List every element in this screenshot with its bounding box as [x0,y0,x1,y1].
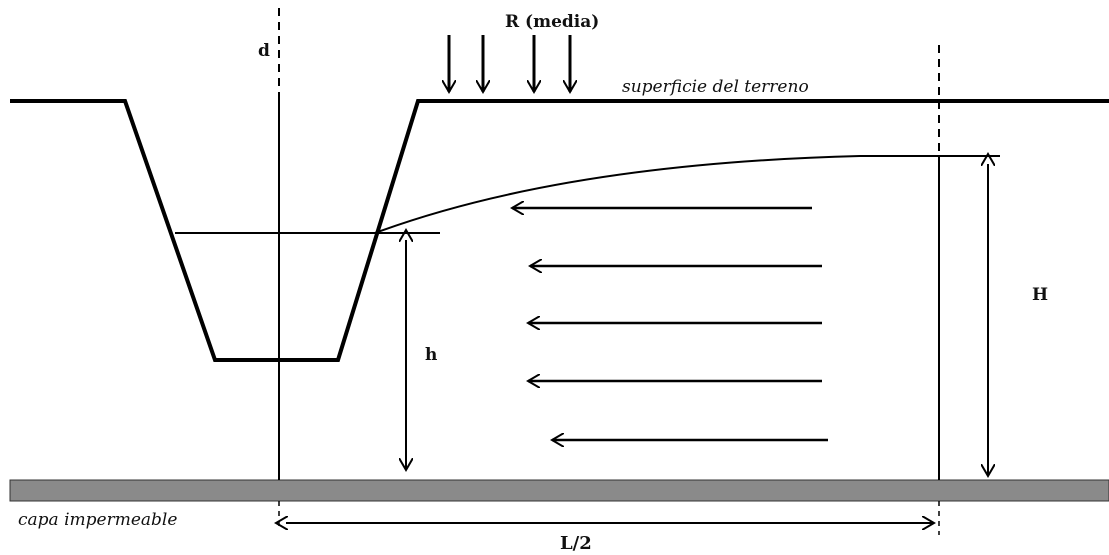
ground-surface-line [10,99,1109,362]
recharge-arrows [449,35,570,92]
surface-label: superficie del terreno [622,77,809,97]
H-label: H [1032,285,1048,305]
impermeable-label: capa impermeable [18,510,177,530]
recharge-label: R (media) [505,12,599,32]
flow-arrows [512,208,828,440]
h-label: h [425,345,437,365]
water-table-curve [374,155,1000,234]
impermeable-layer [9,479,1109,502]
half-spacing-label: L/2 [560,533,592,554]
axis-label-d: d [258,41,270,61]
